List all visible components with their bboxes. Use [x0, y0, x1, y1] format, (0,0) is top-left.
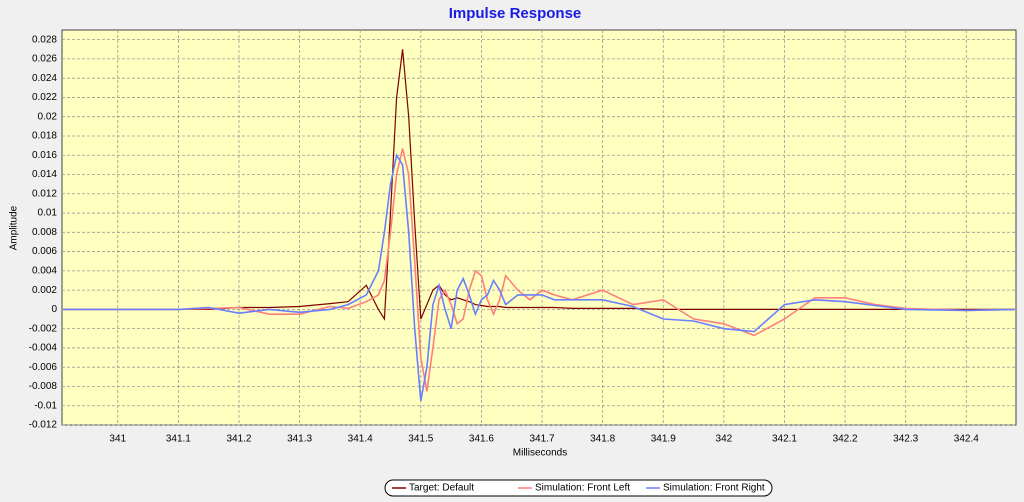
- chart-title: Impulse Response: [449, 5, 582, 22]
- x-tick-label: 342.1: [772, 434, 797, 445]
- y-tick-label: 0.002: [32, 285, 57, 296]
- y-tick-label: 0.028: [32, 34, 57, 45]
- x-tick-label: 341.7: [530, 434, 555, 445]
- y-tick-label: 0.01: [38, 208, 58, 219]
- y-tick-label: 0.02: [38, 111, 58, 122]
- y-tick-label: 0.022: [32, 92, 57, 103]
- y-tick-label: -0.004: [29, 343, 58, 354]
- series-line: [63, 148, 1015, 392]
- x-tick-label: 342.4: [954, 434, 979, 445]
- legend-label: Simulation: Front Left: [535, 483, 630, 494]
- x-tick-label: 341.1: [166, 434, 191, 445]
- legend: [384, 479, 773, 497]
- x-tick-label: 342: [716, 434, 733, 445]
- x-tick-label: 341.4: [348, 434, 373, 445]
- y-tick-label: 0.008: [32, 227, 57, 238]
- y-tick-label: 0.012: [32, 188, 57, 199]
- x-tick-label: 341.5: [408, 434, 433, 445]
- y-tick-label: -0.002: [29, 323, 58, 334]
- y-tick-label: 0: [51, 304, 57, 315]
- y-axis-label: Amplitude: [9, 205, 20, 250]
- y-tick-label: 0.006: [32, 246, 57, 257]
- y-tick-label: -0.01: [34, 400, 57, 411]
- y-tick-label: -0.006: [29, 362, 58, 373]
- legend-label: Target: Default: [409, 483, 474, 494]
- y-tick-label: 0.014: [32, 169, 57, 180]
- x-tick-label: 342.3: [893, 434, 918, 445]
- y-tick-label: 0.026: [32, 54, 57, 65]
- y-tick-label: 0.016: [32, 150, 57, 161]
- x-tick-label: 341.9: [651, 434, 676, 445]
- series-line: [63, 153, 1015, 402]
- x-tick-label: 341.2: [226, 434, 251, 445]
- y-tick-label: 0.004: [32, 265, 57, 276]
- y-tick-label: -0.012: [29, 420, 58, 431]
- x-tick-label: 341.3: [287, 434, 312, 445]
- y-tick-label: -0.008: [29, 381, 58, 392]
- plot-area: [61, 29, 1017, 426]
- legend-label: Simulation: Front Right: [663, 483, 765, 494]
- x-tick-label: 341.6: [469, 434, 494, 445]
- x-axis-label: Milliseconds: [513, 448, 567, 459]
- x-tick-label: 341: [109, 434, 126, 445]
- x-tick-label: 342.2: [833, 434, 858, 445]
- y-tick-label: 0.024: [32, 73, 57, 84]
- y-tick-label: 0.018: [32, 131, 57, 142]
- x-tick-label: 341.8: [590, 434, 615, 445]
